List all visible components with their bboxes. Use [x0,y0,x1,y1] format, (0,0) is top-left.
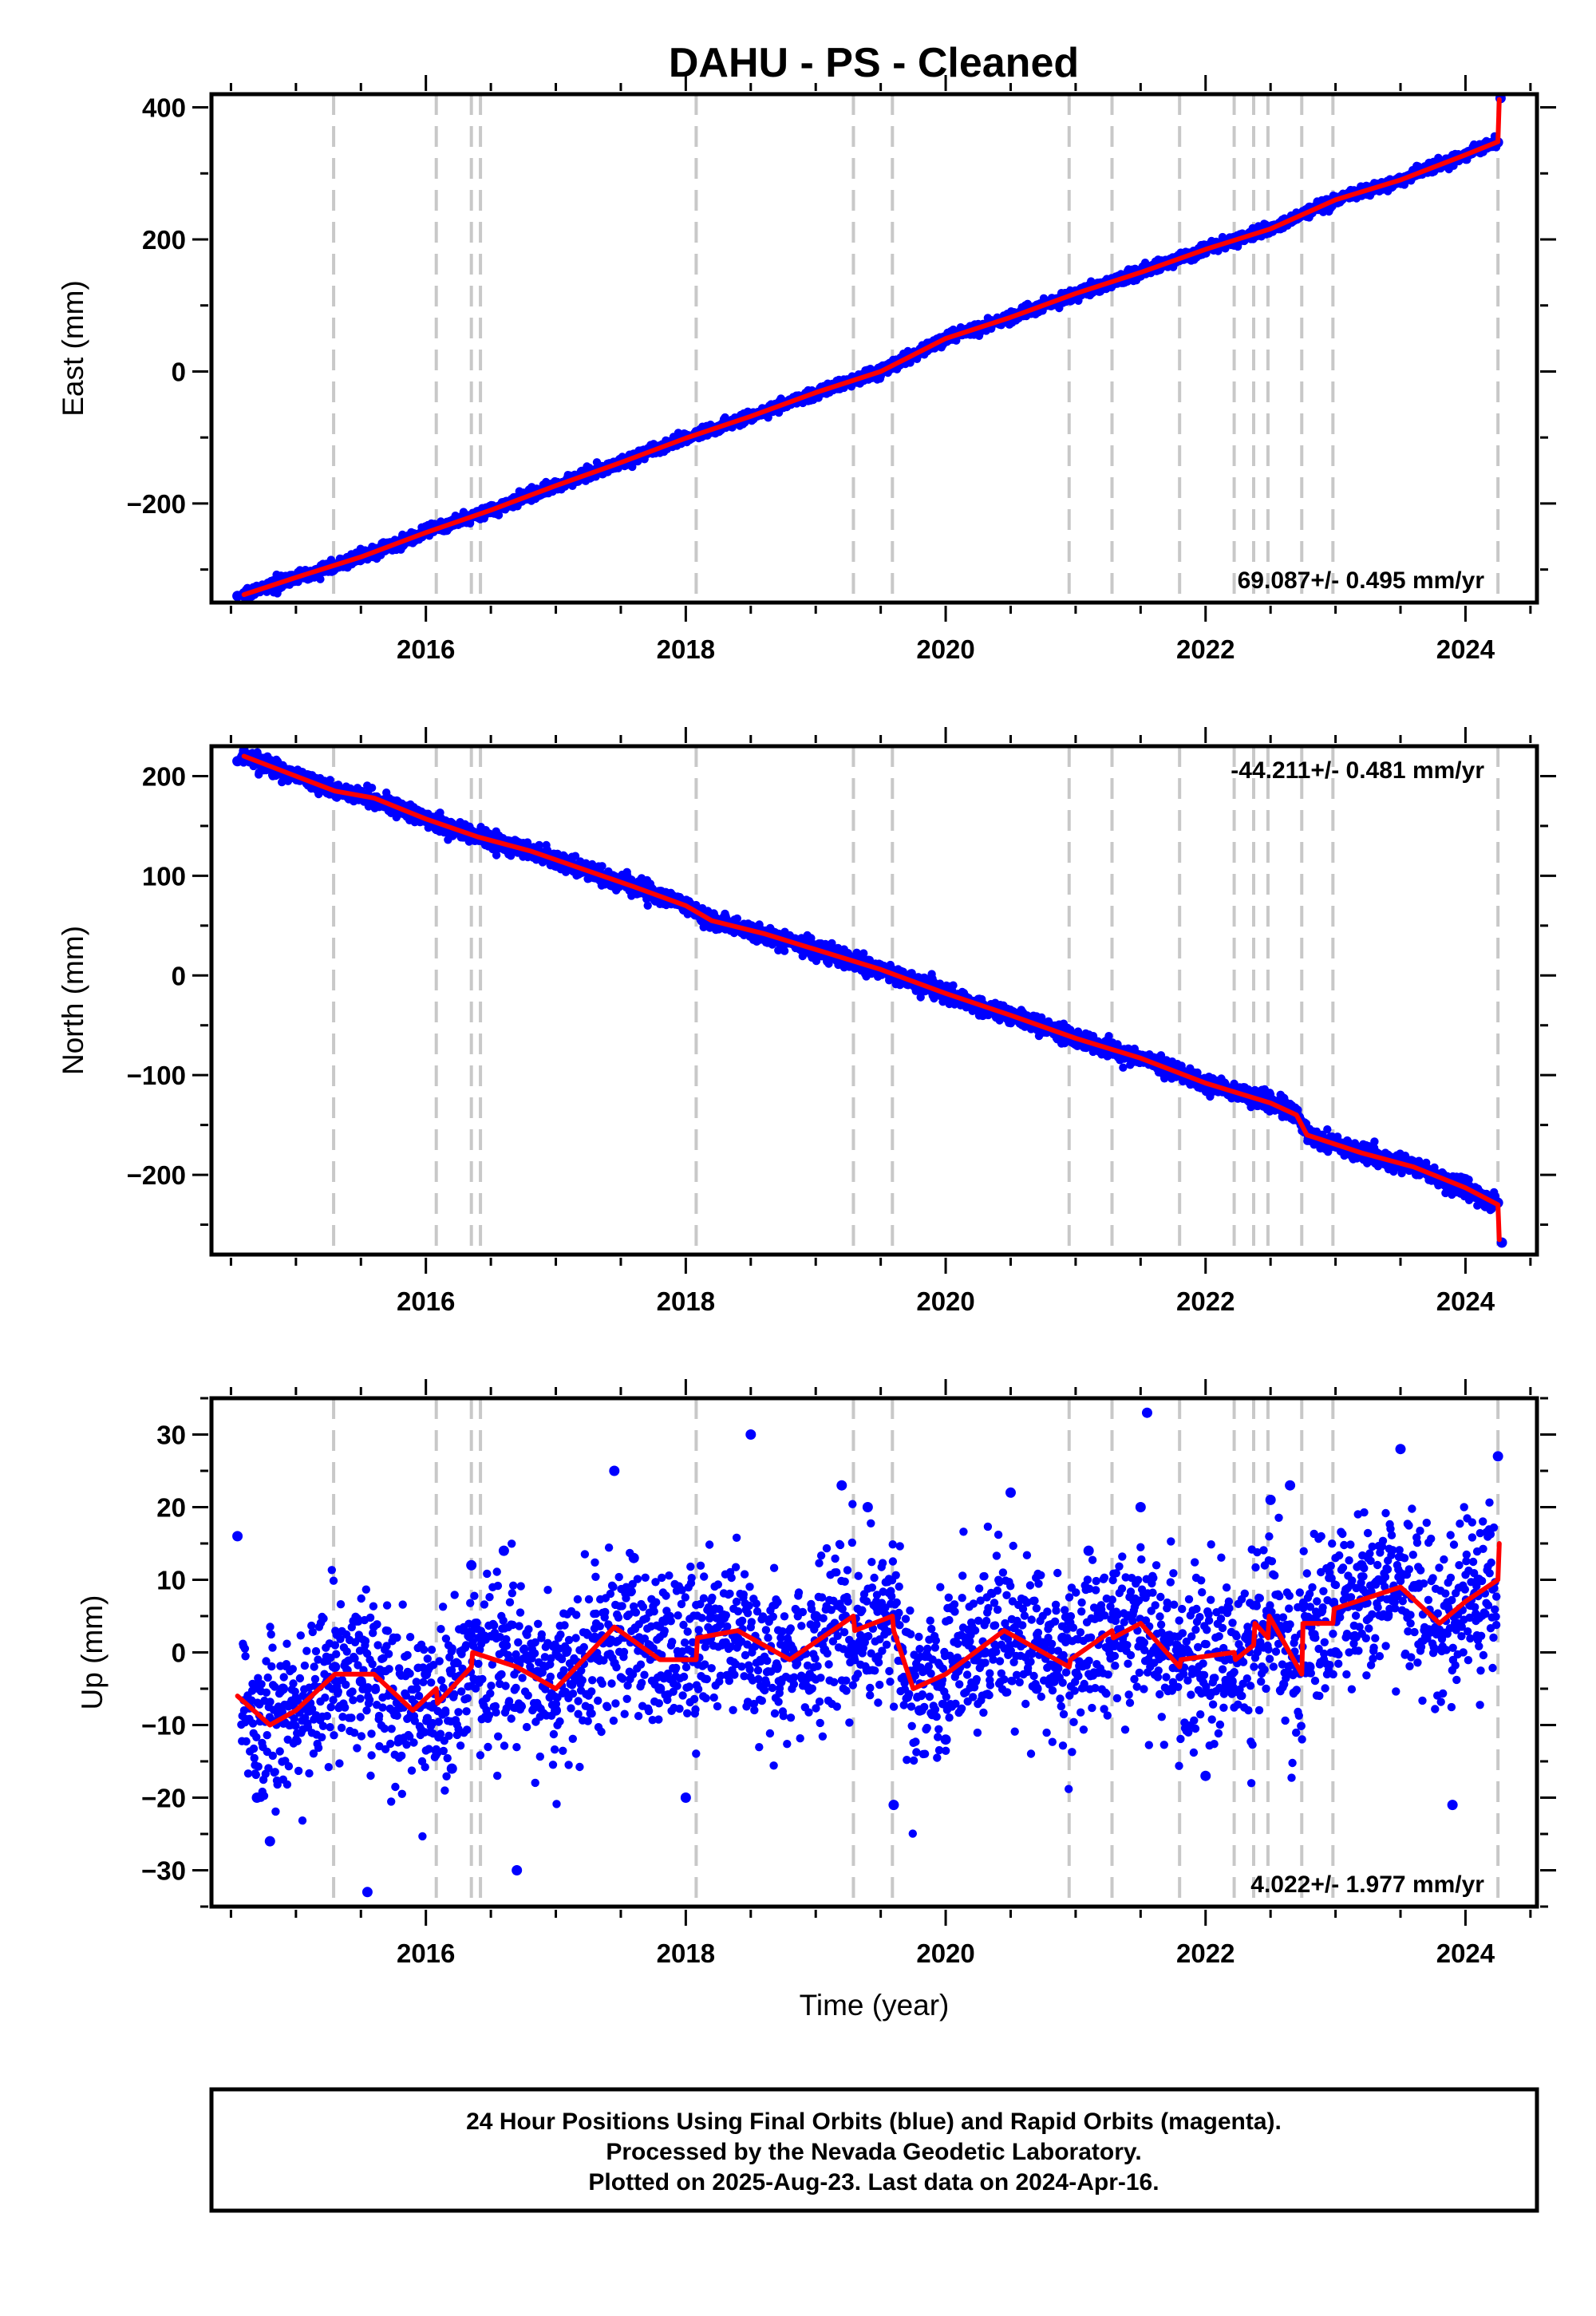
east-x-tick-label-4: 2024 [1436,634,1495,664]
east-y-tick-label-0: −200 [127,489,186,519]
east-x-tick-label-1: 2018 [657,634,715,664]
east-rate-label: 69.087+/- 0.495 mm/yr [1238,567,1485,594]
north-data-point [644,902,652,910]
north-data-point [368,784,376,792]
east-x-tick-label-3: 2022 [1176,634,1235,664]
east-x-tick-label-2: 2020 [916,634,974,664]
east-y-tick-label-3: 400 [142,93,186,123]
gps-timeseries-figure: DAHU - PS - Cleaned 2016 2018 2020 2022 2024… [0,0,1596,2316]
east-y-tick-label-2: 200 [142,225,186,255]
chart-title: DAHU - PS - Cleaned [669,40,1079,86]
east-y-axis-title: East (mm) [57,280,89,417]
east-key-point-0 [232,591,243,601]
east-x-tick-label-0: 2016 [397,634,455,664]
east-y-tick-label-1: 0 [172,357,186,386]
